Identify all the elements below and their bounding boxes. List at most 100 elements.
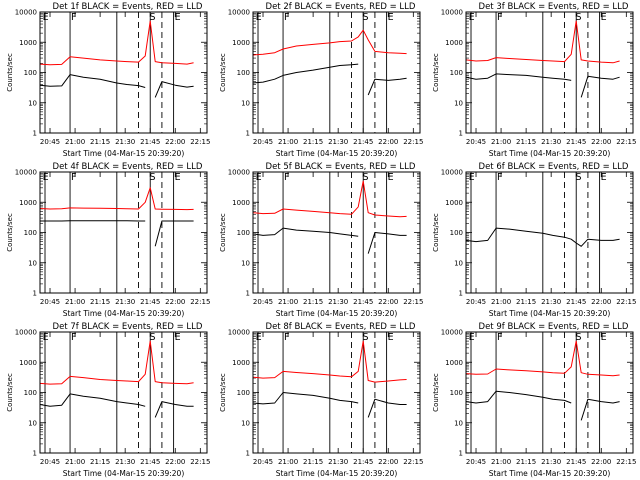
region-label: E <box>388 332 394 343</box>
panel: Det 4f BLACK = Events, RED = LLD Counts/s… <box>6 162 210 318</box>
y-axis-label: Counts/sec <box>6 53 14 92</box>
x-tick-label: 21:45 <box>566 138 586 146</box>
y-tick-label: 10 <box>28 259 37 267</box>
y-axis-label: Counts/sec <box>432 213 440 252</box>
x-tick-label: 22:15 <box>616 458 636 466</box>
y-axis-label: Counts/sec <box>432 53 440 92</box>
x-tick-label: 21:15 <box>90 458 110 466</box>
series-line-events <box>39 74 194 98</box>
chart-title: Det 4f BLACK = Events, RED = LLD <box>53 162 203 172</box>
panel: Det 3f BLACK = Events, RED = LLD Counts/s… <box>432 2 636 158</box>
panel: Det 2f BLACK = Events, RED = LLD Counts/s… <box>219 2 423 158</box>
region-label: E <box>175 332 181 343</box>
y-tick-label: 1 <box>459 130 463 138</box>
y-tick-label: 100 <box>24 69 37 77</box>
y-tick-label: 10000 <box>441 169 463 177</box>
y-tick-label: 1 <box>246 450 250 458</box>
y-axis-label: Counts/sec <box>219 213 227 252</box>
y-tick-label: 10000 <box>15 9 37 17</box>
region-label: S <box>150 12 156 23</box>
series-line-lld <box>39 20 194 66</box>
x-tick-label: 22:00 <box>165 138 185 146</box>
y-tick-label: 100 <box>24 389 37 397</box>
x-tick-label: 22:15 <box>190 298 210 306</box>
x-axis-label: Start Time (04-Mar-15 20:39:20) <box>276 149 398 158</box>
plot-frame <box>252 171 421 294</box>
x-tick-label: 22:15 <box>403 298 423 306</box>
region-label: E <box>469 332 475 343</box>
y-tick-label: 100 <box>237 69 250 77</box>
region-label: E <box>601 172 607 183</box>
plot-frame <box>252 331 421 454</box>
x-tick-label: 22:15 <box>403 458 423 466</box>
y-tick-label: 1 <box>33 450 37 458</box>
y-tick-label: 10000 <box>228 9 250 17</box>
x-axis-label: Start Time (04-Mar-15 20:39:20) <box>489 149 611 158</box>
y-tick-label: 10000 <box>15 329 37 337</box>
x-tick-label: 21:30 <box>328 138 348 146</box>
y-tick-label: 10000 <box>228 329 250 337</box>
y-tick-label: 100 <box>450 69 463 77</box>
y-axis-label: Counts/sec <box>432 373 440 412</box>
x-axis-label: Start Time (04-Mar-15 20:39:20) <box>63 309 185 318</box>
plot-frame <box>465 11 634 134</box>
y-tick-label: 1000 <box>445 359 463 367</box>
y-tick-label: 1000 <box>445 199 463 207</box>
y-tick-label: 10 <box>454 419 463 427</box>
x-axis-label: Start Time (04-Mar-15 20:39:20) <box>489 309 611 318</box>
x-tick-label: 21:15 <box>90 138 110 146</box>
y-tick-label: 1000 <box>19 199 37 207</box>
y-tick-label: 1000 <box>232 359 250 367</box>
y-tick-label: 100 <box>237 389 250 397</box>
series-line-lld <box>39 187 194 211</box>
x-tick-label: 20:45 <box>466 458 486 466</box>
region-label: E <box>256 172 262 183</box>
series-line-lld <box>39 340 194 385</box>
region-label: F <box>71 332 76 343</box>
x-tick-label: 21:15 <box>516 458 536 466</box>
series-line-lld <box>465 20 620 64</box>
y-tick-label: 10000 <box>228 169 250 177</box>
x-tick-label: 22:00 <box>591 298 611 306</box>
x-tick-label: 21:00 <box>65 138 85 146</box>
x-axis-label: Start Time (04-Mar-15 20:39:20) <box>63 149 185 158</box>
x-tick-label: 22:00 <box>591 458 611 466</box>
y-tick-label: 1 <box>459 450 463 458</box>
y-tick-label: 10 <box>28 99 37 107</box>
chart-title: Det 5f BLACK = Events, RED = LLD <box>266 162 416 172</box>
chart-title: Det 9f BLACK = Events, RED = LLD <box>479 322 629 332</box>
y-tick-label: 10 <box>28 419 37 427</box>
region-label: F <box>71 12 76 23</box>
y-tick-label: 10 <box>241 419 250 427</box>
y-tick-label: 100 <box>24 229 37 237</box>
x-tick-label: 22:00 <box>378 458 398 466</box>
panel: Det 8f BLACK = Events, RED = LLD Counts/s… <box>219 322 423 478</box>
x-tick-label: 21:30 <box>541 458 561 466</box>
region-label: E <box>469 12 475 23</box>
series-line-events <box>39 393 194 418</box>
x-axis-label: Start Time (04-Mar-15 20:39:20) <box>276 309 398 318</box>
x-tick-label: 22:00 <box>378 298 398 306</box>
x-tick-label: 21:15 <box>516 298 536 306</box>
x-tick-label: 22:15 <box>616 298 636 306</box>
x-tick-label: 21:00 <box>278 298 298 306</box>
x-tick-label: 21:30 <box>541 138 561 146</box>
y-tick-label: 1000 <box>232 39 250 47</box>
x-tick-label: 21:15 <box>303 458 323 466</box>
panel: Det 9f BLACK = Events, RED = LLD Counts/s… <box>432 322 636 478</box>
x-tick-label: 20:45 <box>466 138 486 146</box>
region-label: S <box>576 172 582 183</box>
chart-title: Det 1f BLACK = Events, RED = LLD <box>53 2 203 12</box>
x-tick-label: 21:30 <box>115 298 135 306</box>
region-label: E <box>256 332 262 343</box>
x-tick-label: 20:45 <box>466 298 486 306</box>
plot-frame <box>465 331 634 454</box>
region-label: S <box>576 332 582 343</box>
region-label: S <box>150 332 156 343</box>
x-tick-label: 22:00 <box>165 298 185 306</box>
y-axis-label: Counts/sec <box>219 53 227 92</box>
y-tick-label: 100 <box>450 389 463 397</box>
region-label: E <box>388 12 394 23</box>
series-line-events <box>40 220 194 247</box>
x-tick-label: 21:00 <box>278 138 298 146</box>
